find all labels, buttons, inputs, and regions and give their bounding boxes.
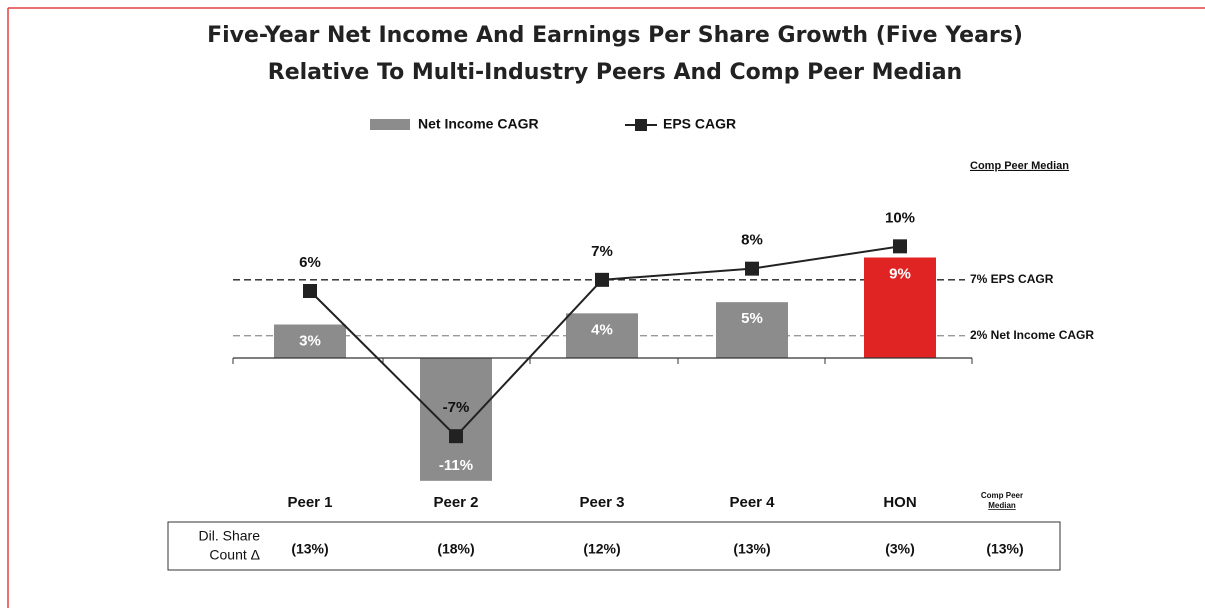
table-row-label: Dil. Share <box>199 528 261 544</box>
x-tick-label: Peer 3 <box>579 494 624 511</box>
x-tick-label: HON <box>883 494 916 511</box>
bar-label: 5% <box>741 310 763 327</box>
x-tick-label: Peer 2 <box>433 494 478 511</box>
reference-label: 7% EPS CAGR <box>970 272 1054 286</box>
table-cell: (3%) <box>885 541 915 557</box>
eps-label: -7% <box>443 399 470 416</box>
table-row-label: Count Δ <box>209 547 260 563</box>
chart-title: Five-Year Net Income And Earnings Per Sh… <box>207 23 1023 48</box>
bar <box>716 302 788 358</box>
legend-marker <box>635 119 647 131</box>
eps-marker <box>595 272 609 287</box>
eps-marker <box>449 429 463 444</box>
legend-swatch <box>370 119 410 130</box>
bar-label: -11% <box>439 457 473 474</box>
table-cell: (13%) <box>986 541 1023 557</box>
table-cell: (13%) <box>733 541 770 557</box>
eps-label: 10% <box>885 209 915 226</box>
reference-label: 2% Net Income CAGR <box>970 328 1094 342</box>
eps-label: 6% <box>299 254 321 271</box>
eps-label: 7% <box>591 243 613 260</box>
x-tick-label: Peer 4 <box>729 494 775 511</box>
bar <box>864 257 936 358</box>
bar-label: 9% <box>889 265 911 282</box>
bar <box>566 313 638 358</box>
extra-column-label: Comp Peer <box>981 491 1023 500</box>
reference-header: Comp Peer Median <box>970 160 1069 172</box>
legend-label: EPS CAGR <box>663 116 736 132</box>
eps-marker <box>303 284 317 298</box>
bar <box>420 358 492 481</box>
chart-title: Relative To Multi-Industry Peers And Com… <box>268 60 962 85</box>
eps-marker <box>745 261 759 276</box>
legend-label: Net Income CAGR <box>418 116 539 132</box>
bar-label: 3% <box>299 332 321 349</box>
table-box <box>167 521 1061 571</box>
eps-marker <box>893 239 907 254</box>
table-cell: (12%) <box>583 541 620 557</box>
x-tick-label: Peer 1 <box>287 494 332 511</box>
bar-label: 4% <box>591 321 613 338</box>
eps-label: 8% <box>741 232 763 249</box>
extra-column-label: Median <box>988 501 1016 510</box>
bar <box>274 324 346 358</box>
table-cell: (13%) <box>291 541 328 557</box>
table-cell: (18%) <box>437 541 474 557</box>
